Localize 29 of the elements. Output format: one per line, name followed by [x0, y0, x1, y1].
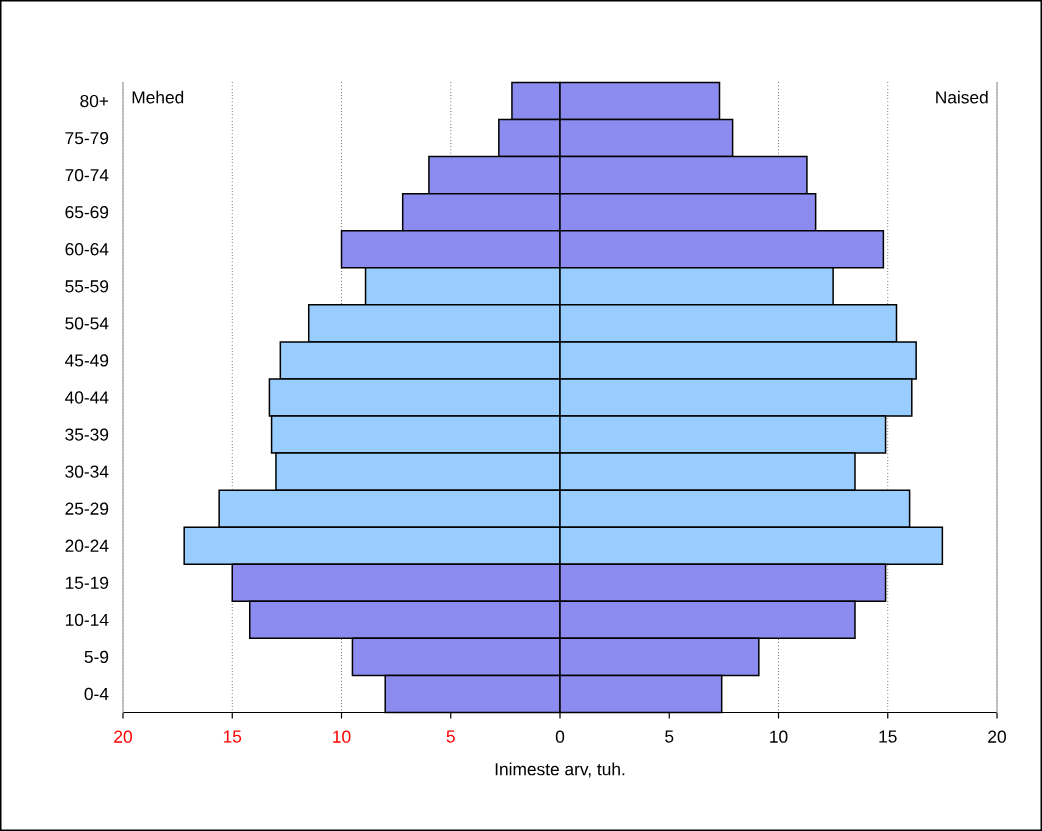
y-tick-label: 55-59	[65, 280, 109, 293]
x-axis-title: Inimeste arv, tuh.	[495, 762, 625, 778]
y-tick-label: 20-24	[65, 539, 109, 552]
y-tick-label: 15-19	[65, 576, 109, 589]
y-tick-label: 75-79	[65, 131, 109, 145]
x-tick-label: 0	[555, 730, 565, 743]
annotation: Mehed	[132, 90, 184, 104]
annotation: Naised	[936, 90, 988, 104]
x-tick-label: 15	[879, 730, 897, 743]
x-tick-label: 20	[988, 730, 1006, 743]
y-tick-label: 70-74	[65, 169, 109, 182]
y-tick-label: 10-14	[65, 613, 109, 626]
x-tick-label: 5	[665, 730, 674, 743]
y-tick-label: 40-44	[65, 391, 109, 404]
y-tick-label: 35-39	[65, 428, 109, 441]
x-tick-label: 5	[446, 730, 455, 743]
x-tick-label: 10	[333, 730, 351, 743]
y-tick-label: 50-54	[65, 317, 109, 330]
y-tick-label: 25-29	[65, 502, 109, 515]
y-tick-label: 0-4	[84, 687, 109, 701]
y-tick-label: 45-49	[65, 354, 109, 367]
y-tick-label: 5-9	[84, 650, 109, 664]
x-tick-label: 10	[770, 730, 788, 743]
y-tick-label: 60-64	[65, 243, 109, 256]
x-tick-label: 15	[223, 730, 242, 743]
y-tick-label: 30-34	[65, 465, 109, 478]
y-tick-label: 80+	[80, 94, 109, 108]
y-tick-label: 65-69	[65, 206, 109, 219]
x-tick-label: 20	[114, 730, 132, 743]
